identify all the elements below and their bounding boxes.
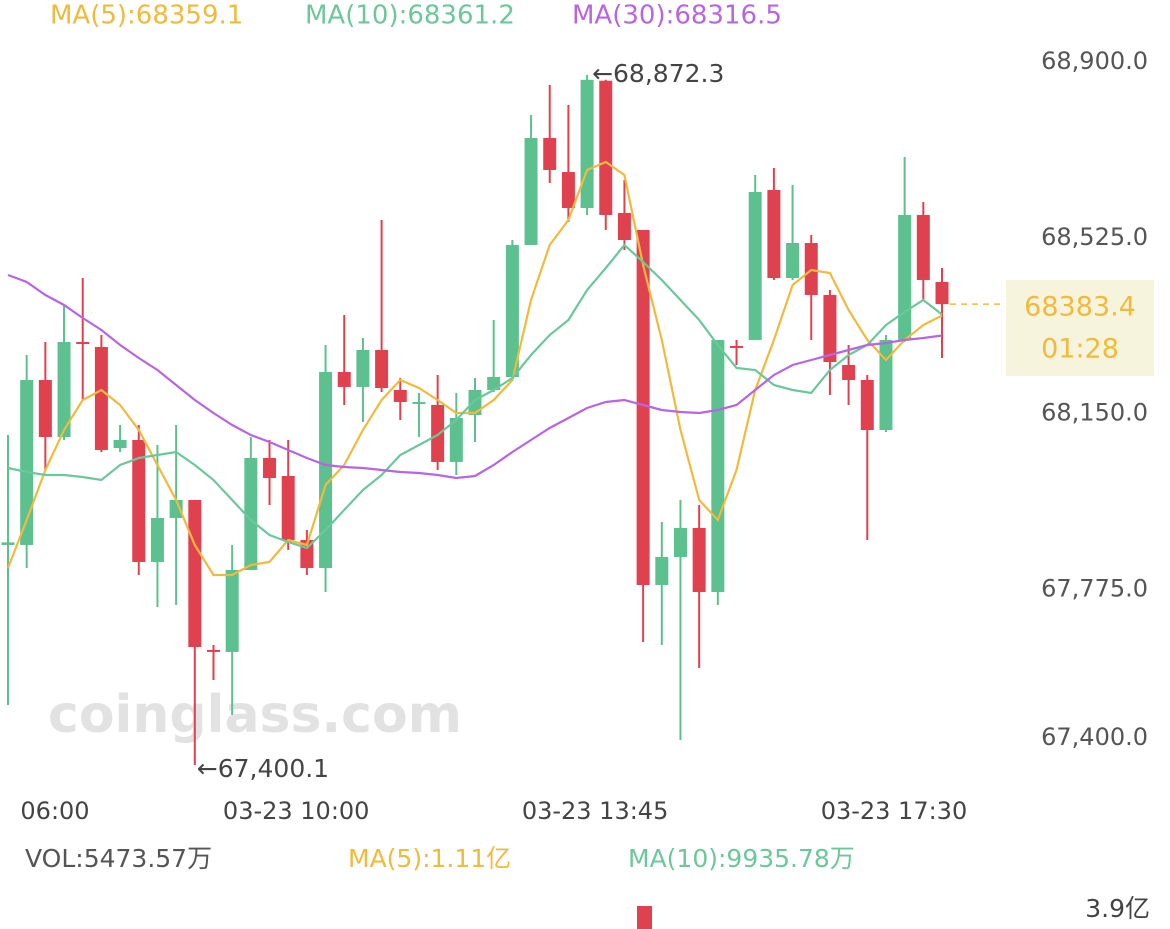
ma-line [7,243,943,550]
candle-body [730,345,744,348]
candle-body [617,213,631,240]
candle-body [786,242,800,279]
candle-body [76,341,90,344]
candle-body [356,349,370,387]
legend-entry: MA(10):68361.2 [305,1,515,31]
candle-body [860,379,874,430]
candle-body [692,527,706,592]
volume-label: VOL:5473.57万 [25,844,212,873]
candle-body [935,281,949,305]
candle-body [375,349,389,389]
candle-body [449,417,463,462]
candle-body [393,389,407,402]
extreme-label: ←68,872.3 [592,59,724,88]
x-tick-label: 03-23 17:30 [821,797,968,825]
candle-body [748,192,762,340]
extreme-label: ←67,400.1 [197,754,329,783]
legend-entry: MA(30):68316.5 [572,1,782,31]
y-tick-label: 67,775.0 [1041,574,1148,602]
candle-body [898,214,912,340]
candle-body [319,371,333,568]
volume-ma5: MA(5):1.11亿 [348,844,511,873]
candle-body [225,569,239,652]
candle-body [655,556,669,585]
volume-axis-label: 3.9亿 [1085,894,1150,923]
candle-body [263,457,277,478]
candle-body [505,244,519,377]
watermark: coinglass.com [48,685,462,745]
plot-area: 68,900.0 68,525.0 68,150.0 67,775.0 67,400.0… [1,1,1148,825]
candle-body [580,79,594,208]
candle-body [244,457,258,570]
candle-body [561,171,575,208]
candle-body [879,339,893,430]
x-tick-label: 06:00 [20,797,89,825]
candle-body [169,499,183,518]
candle-body [916,214,930,280]
ma-line [6,160,943,577]
volume-ma10: MA(10):9935.78万 [628,844,855,873]
y-tick-label: 68,525.0 [1041,223,1148,251]
candle-body [468,389,482,415]
x-tick-label: 03-23 10:00 [223,797,370,825]
candle-body [767,189,781,279]
candle-body [113,439,127,448]
x-tick-label: 03-23 13:45 [522,797,669,825]
candle-body [524,138,538,245]
candle-body [132,439,146,562]
candle-body [711,339,725,592]
candle-body [206,649,220,652]
y-tick-label: 68,900.0 [1041,47,1148,75]
price-tag [1006,280,1154,376]
candle-body [636,229,650,585]
candle-body [599,80,613,215]
candle-body [543,138,557,170]
candle-body [150,517,164,562]
candle-body [188,499,202,647]
candle-body [823,294,837,362]
countdown: 01:28 [1041,334,1119,365]
last-price: 68383.4 [1024,292,1136,323]
candle-body [38,379,52,437]
candle-body [20,379,34,545]
candle-body [94,346,108,450]
candle-body [1,542,15,545]
y-tick-label: 68,150.0 [1041,399,1148,427]
candle-body [842,364,856,380]
candle-body [337,371,351,387]
candle-body [431,404,445,462]
candle-body [281,475,295,540]
legend-entry: MA(5):68359.1 [50,1,243,31]
y-tick-label: 67,400.0 [1041,723,1148,751]
candle-body [673,527,687,557]
ma-line [7,273,943,480]
candle-body [412,401,426,404]
candle-body [57,341,71,437]
volume-bar [637,906,652,929]
